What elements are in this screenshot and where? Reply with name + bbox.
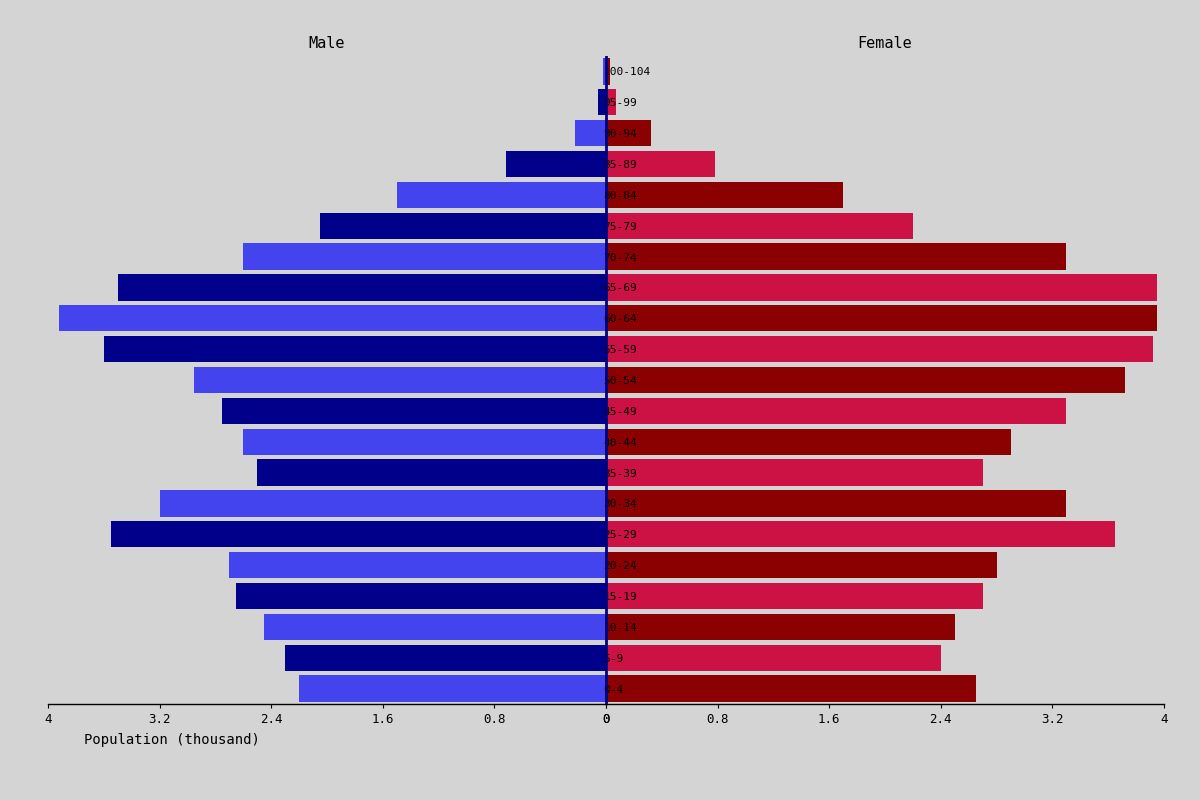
- Bar: [286, 645, 606, 671]
- Bar: [505, 151, 606, 177]
- Bar: [299, 675, 606, 702]
- Bar: [606, 213, 913, 239]
- Bar: [606, 305, 1157, 331]
- Bar: [606, 521, 1115, 547]
- Bar: [320, 213, 606, 239]
- Bar: [606, 552, 996, 578]
- Bar: [606, 675, 976, 702]
- Bar: [244, 243, 606, 270]
- Bar: [606, 243, 1067, 270]
- Bar: [606, 583, 983, 609]
- Bar: [606, 58, 610, 85]
- Bar: [606, 367, 1124, 393]
- Bar: [264, 614, 606, 640]
- Bar: [598, 89, 606, 115]
- Bar: [606, 89, 616, 115]
- Bar: [59, 305, 606, 331]
- Bar: [606, 490, 1067, 517]
- Bar: [604, 58, 606, 85]
- Bar: [244, 429, 606, 455]
- Bar: [606, 429, 1010, 455]
- Bar: [194, 367, 606, 393]
- Title: Male: Male: [308, 36, 346, 50]
- Text: Population (thousand): Population (thousand): [84, 733, 260, 747]
- Bar: [606, 614, 955, 640]
- Bar: [160, 490, 606, 517]
- Bar: [606, 120, 650, 146]
- Bar: [606, 459, 983, 486]
- Bar: [606, 645, 941, 671]
- Bar: [236, 583, 606, 609]
- Bar: [222, 398, 606, 424]
- Bar: [118, 274, 606, 301]
- Bar: [606, 274, 1157, 301]
- Bar: [606, 151, 715, 177]
- Bar: [229, 552, 606, 578]
- Bar: [606, 182, 844, 208]
- Bar: [104, 336, 606, 362]
- Bar: [110, 521, 606, 547]
- Bar: [575, 120, 606, 146]
- Bar: [606, 336, 1153, 362]
- Bar: [606, 398, 1067, 424]
- Title: Female: Female: [858, 36, 912, 50]
- Bar: [397, 182, 606, 208]
- Bar: [257, 459, 606, 486]
